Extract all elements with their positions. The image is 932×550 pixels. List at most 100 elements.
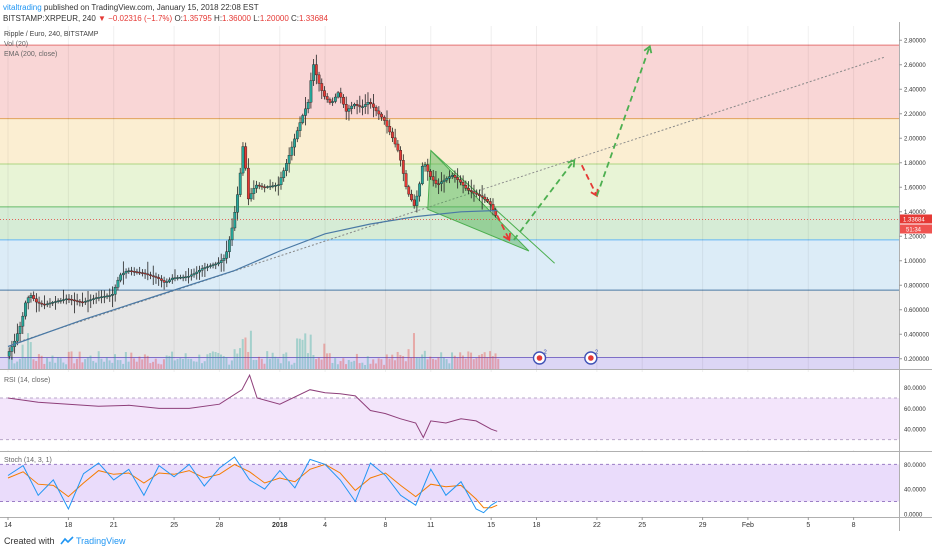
- candle-body: [304, 108, 307, 116]
- x-axis-label: Feb: [742, 522, 754, 529]
- volume-bar: [268, 358, 271, 369]
- candle-body: [328, 99, 332, 103]
- x-axis-label: 18: [65, 522, 73, 529]
- candle-body: [448, 176, 451, 179]
- countdown-tag: [900, 224, 932, 234]
- volume-legend: Vol (20): [4, 41, 28, 48]
- tradingview-brand-link[interactable]: TradingView: [76, 536, 126, 546]
- footer: Created with TradingView: [0, 532, 932, 550]
- candle-body: [64, 298, 68, 301]
- fib-zone: [0, 118, 899, 164]
- candle-body: [282, 170, 286, 178]
- volume-bar: [287, 361, 290, 369]
- candle-body: [336, 92, 340, 98]
- volume-bar: [364, 364, 367, 369]
- candle-body: [211, 264, 215, 266]
- author-link[interactable]: vitaltrading: [3, 3, 42, 12]
- stoch-legend: Stoch (14, 3, 1): [4, 457, 52, 464]
- candle-body: [295, 130, 299, 140]
- low-label: L:: [253, 14, 260, 23]
- volume-bar: [54, 362, 57, 369]
- volume-bar: [141, 359, 144, 369]
- event-badge-dot: [536, 355, 543, 361]
- volume-bar: [404, 361, 407, 369]
- candle-body: [276, 184, 280, 187]
- candle-body: [124, 271, 128, 274]
- volume-bar: [252, 359, 255, 369]
- volume-bar: [391, 354, 394, 369]
- candle-body: [189, 274, 193, 277]
- candle-body: [105, 295, 109, 298]
- volume-bar: [154, 358, 157, 369]
- candle-body: [43, 303, 46, 306]
- candle-body: [26, 297, 30, 304]
- candle-body: [151, 275, 155, 277]
- candle-body: [138, 271, 142, 274]
- candle-body: [173, 277, 177, 279]
- volume-bar: [27, 333, 30, 369]
- candle-body: [100, 296, 104, 298]
- candle-body: [331, 101, 335, 103]
- candle-body: [48, 302, 52, 305]
- volume-bar: [114, 354, 117, 369]
- high-label: H:: [214, 14, 223, 23]
- volume-bar: [304, 333, 307, 369]
- candle-body: [241, 146, 245, 174]
- volume-bar: [290, 364, 293, 369]
- volume-bar: [59, 358, 62, 369]
- candle-body: [230, 227, 234, 241]
- volume-bar: [453, 355, 456, 369]
- volume-bar: [374, 363, 377, 369]
- volume-bar: [241, 339, 244, 369]
- candle-body: [32, 295, 36, 299]
- candle-body: [372, 103, 375, 108]
- close-label: C:: [291, 14, 300, 23]
- volume-bar: [497, 358, 500, 369]
- candle-body: [233, 212, 237, 229]
- candle-body: [227, 239, 231, 252]
- fib-zone: [0, 239, 899, 291]
- publish-line: vitaltrading published on TradingView.co…: [3, 2, 259, 13]
- event-badge-count: 2: [595, 350, 599, 356]
- candle-body: [83, 301, 87, 303]
- stoch-k-line: [7, 456, 498, 514]
- forecast-arrow-green-head: [567, 158, 576, 168]
- candle-body: [37, 301, 41, 304]
- volume-bar: [410, 357, 413, 369]
- candle-body: [225, 251, 229, 259]
- candle-body: [45, 303, 49, 306]
- volume-bar: [494, 353, 497, 369]
- volume-bar: [192, 361, 195, 369]
- volume-bar: [285, 352, 288, 369]
- rsi-legend: RSI (14, close): [4, 377, 50, 384]
- candle-body: [149, 274, 152, 276]
- volume-bar: [388, 358, 391, 369]
- volume-bar: [345, 364, 348, 369]
- candle-body: [203, 267, 207, 269]
- candle-body: [399, 150, 402, 161]
- candle-body: [312, 64, 316, 81]
- volume-bar: [385, 354, 388, 369]
- y-axis-label: 1.20000: [904, 235, 926, 241]
- price-chart[interactable]: 2 22.800002.600002.400002.200002.000001.8…: [0, 0, 932, 532]
- open-label: O:: [174, 14, 183, 23]
- volume-bar: [152, 361, 155, 369]
- volume-bar: [282, 353, 285, 369]
- candle-body: [420, 165, 424, 185]
- volume-bar: [236, 353, 239, 369]
- volume-bar: [179, 358, 182, 369]
- candle-body: [488, 201, 492, 205]
- candle-body: [431, 176, 435, 181]
- volume-bar: [181, 358, 184, 369]
- volume-bar: [200, 363, 203, 369]
- candle-body: [469, 190, 473, 192]
- candle-body: [263, 186, 267, 189]
- volume-bar: [37, 354, 40, 369]
- volume-bar: [78, 351, 81, 369]
- candle-body: [347, 108, 351, 112]
- candle-body: [157, 277, 161, 279]
- volume-bar: [48, 361, 51, 369]
- volume-bar: [309, 334, 312, 369]
- event-badge-dot: [588, 355, 594, 361]
- volume-bar: [176, 358, 179, 369]
